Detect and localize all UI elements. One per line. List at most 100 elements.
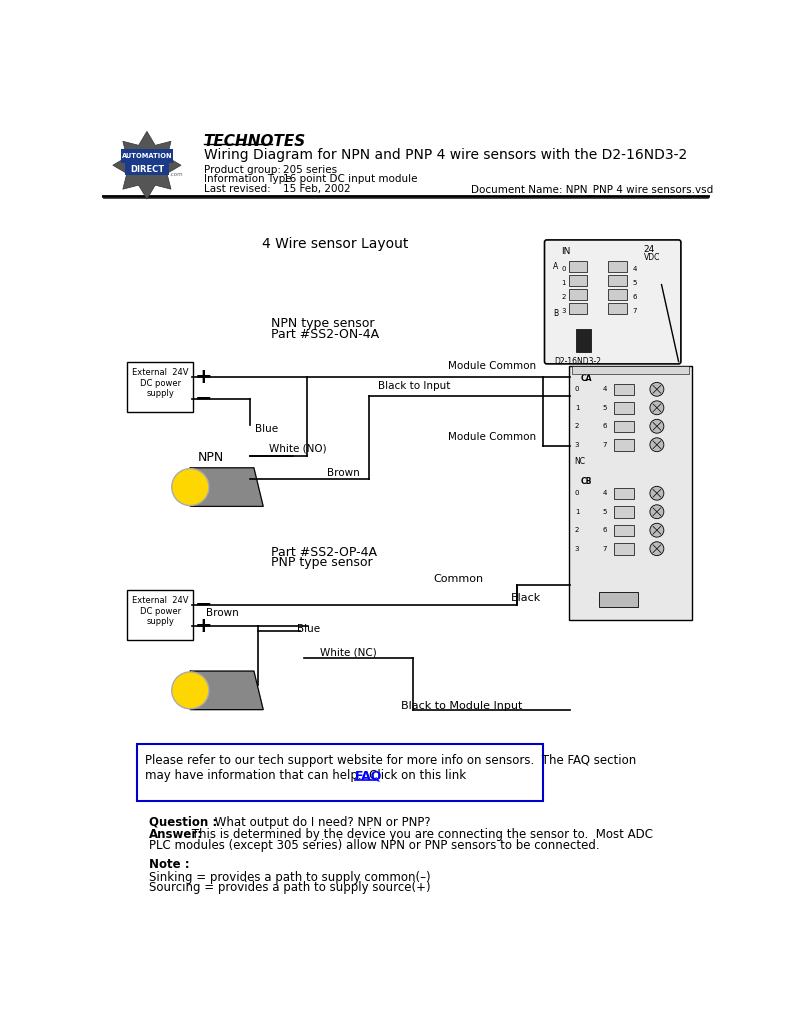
Text: Brown: Brown: [206, 607, 239, 617]
Text: B: B: [553, 308, 558, 317]
Text: 7: 7: [603, 546, 607, 552]
Text: 3: 3: [575, 441, 579, 447]
Text: 4: 4: [603, 490, 607, 497]
Circle shape: [650, 542, 664, 556]
FancyBboxPatch shape: [120, 150, 173, 163]
Text: Black: Black: [511, 593, 541, 603]
Circle shape: [172, 672, 209, 709]
FancyBboxPatch shape: [569, 367, 692, 620]
Text: 4: 4: [603, 386, 607, 392]
Circle shape: [172, 469, 209, 506]
Text: NPN type sensor: NPN type sensor: [271, 316, 374, 330]
FancyBboxPatch shape: [615, 384, 634, 395]
FancyBboxPatch shape: [615, 506, 634, 518]
Text: 15 Feb, 2002: 15 Feb, 2002: [283, 183, 351, 194]
Text: Document Name: NPN_PNP 4 wire sensors.vsd: Document Name: NPN_PNP 4 wire sensors.vs…: [471, 183, 713, 195]
Text: 0: 0: [562, 266, 566, 272]
FancyBboxPatch shape: [127, 361, 194, 413]
Text: 7: 7: [632, 308, 637, 313]
Text: Part #SS2-OP-4A: Part #SS2-OP-4A: [271, 546, 377, 559]
Text: 2: 2: [575, 423, 579, 429]
Text: +: +: [195, 367, 213, 387]
Text: 7: 7: [603, 441, 607, 447]
Text: 3: 3: [575, 546, 579, 552]
Text: VDC: VDC: [644, 253, 660, 262]
FancyBboxPatch shape: [615, 544, 634, 555]
Text: 16 point DC input module: 16 point DC input module: [283, 174, 418, 184]
Text: Blue: Blue: [297, 624, 320, 634]
Polygon shape: [191, 468, 263, 506]
Text: IN: IN: [561, 247, 570, 256]
Text: Part #SS2-ON-4A: Part #SS2-ON-4A: [271, 329, 379, 341]
Text: 2: 2: [562, 294, 566, 300]
Text: Note :: Note :: [149, 858, 190, 871]
Text: 0: 0: [575, 490, 579, 497]
FancyBboxPatch shape: [615, 487, 634, 500]
Text: 6: 6: [632, 294, 637, 300]
Text: −: −: [195, 595, 213, 614]
Text: 5: 5: [603, 404, 607, 411]
FancyBboxPatch shape: [608, 289, 626, 300]
Text: CB: CB: [581, 477, 592, 486]
Text: .com: .com: [169, 172, 183, 177]
Text: Sinking = provides a path to supply common(–): Sinking = provides a path to supply comm…: [149, 870, 431, 884]
Text: External  24V: External 24V: [132, 368, 188, 377]
Text: FAQ: FAQ: [354, 769, 382, 782]
Text: 6: 6: [603, 527, 607, 534]
Text: This is determined by the device you are connecting the sensor to.  Most ADC: This is determined by the device you are…: [188, 828, 653, 841]
FancyBboxPatch shape: [125, 163, 168, 175]
Text: Common: Common: [433, 574, 484, 585]
Text: CA: CA: [581, 374, 592, 383]
FancyBboxPatch shape: [127, 590, 194, 640]
Text: AUTOMATION: AUTOMATION: [122, 153, 172, 159]
Text: NPN: NPN: [198, 451, 225, 464]
Text: −: −: [195, 388, 213, 409]
Text: 1: 1: [575, 404, 579, 411]
Text: Last revised:: Last revised:: [203, 183, 271, 194]
Text: DC power: DC power: [139, 606, 180, 615]
Text: D2-16ND3-2: D2-16ND3-2: [554, 357, 602, 367]
Text: DC power: DC power: [139, 379, 180, 388]
Text: Information Type:: Information Type:: [203, 174, 295, 184]
Text: Please refer to our tech support website for more info on sensors.  The FAQ sect: Please refer to our tech support website…: [146, 754, 637, 767]
Text: Brown: Brown: [327, 468, 360, 478]
Text: Blue: Blue: [255, 424, 278, 433]
Polygon shape: [113, 131, 181, 199]
Circle shape: [650, 486, 664, 500]
Text: TECHNOTES: TECHNOTES: [203, 134, 306, 148]
Text: supply: supply: [146, 617, 174, 627]
Text: A: A: [553, 262, 558, 271]
FancyBboxPatch shape: [615, 439, 634, 451]
Text: 3: 3: [562, 308, 566, 313]
Text: DIRECT: DIRECT: [130, 165, 164, 174]
Text: 4: 4: [632, 266, 637, 272]
Text: 4 Wire sensor Layout: 4 Wire sensor Layout: [262, 237, 408, 251]
Text: 6: 6: [603, 423, 607, 429]
FancyBboxPatch shape: [569, 275, 587, 286]
Text: 1: 1: [562, 280, 566, 286]
Circle shape: [650, 523, 664, 538]
Text: External  24V: External 24V: [132, 596, 188, 605]
Text: 5: 5: [632, 280, 637, 286]
Text: Module Common: Module Common: [448, 432, 536, 442]
Circle shape: [650, 505, 664, 519]
Text: White (NC): White (NC): [320, 647, 377, 657]
FancyBboxPatch shape: [569, 289, 587, 300]
Text: Question :: Question :: [149, 816, 218, 828]
Text: What output do I need? NPN or PNP?: What output do I need? NPN or PNP?: [211, 816, 431, 828]
FancyBboxPatch shape: [599, 592, 638, 607]
Text: Product group:: Product group:: [203, 165, 281, 175]
FancyBboxPatch shape: [608, 275, 626, 286]
Circle shape: [650, 400, 664, 415]
FancyBboxPatch shape: [576, 330, 591, 352]
Text: Wiring Diagram for NPN and PNP 4 wire sensors with the D2-16ND3-2: Wiring Diagram for NPN and PNP 4 wire se…: [203, 147, 687, 162]
Circle shape: [650, 420, 664, 433]
Text: PLC modules (except 305 series) allow NPN or PNP sensors to be connected.: PLC modules (except 305 series) allow NP…: [149, 839, 600, 852]
Text: NC: NC: [575, 457, 585, 466]
FancyBboxPatch shape: [615, 402, 634, 414]
Polygon shape: [191, 671, 263, 710]
Text: White (NO): White (NO): [270, 443, 327, 454]
FancyBboxPatch shape: [572, 367, 689, 374]
Text: 0: 0: [575, 386, 579, 392]
Text: 2: 2: [575, 527, 579, 534]
